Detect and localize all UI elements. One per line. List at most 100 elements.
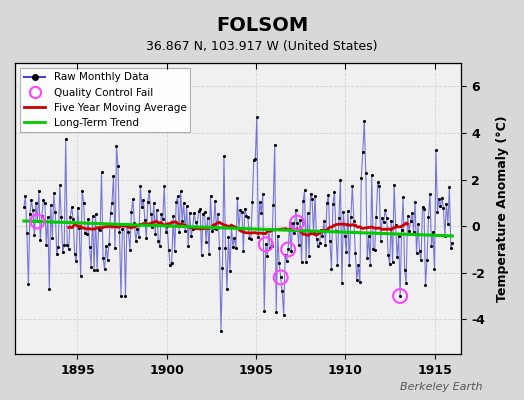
Point	[341, 232, 349, 239]
Point	[184, 243, 192, 249]
Point	[254, 234, 263, 240]
Point	[303, 210, 312, 216]
Point	[223, 286, 231, 292]
Point	[123, 221, 131, 227]
Point	[96, 227, 104, 234]
Point	[170, 248, 179, 254]
Point	[405, 228, 413, 235]
Point	[266, 245, 275, 251]
Point	[120, 221, 128, 227]
Point	[60, 242, 69, 248]
Point	[84, 216, 92, 222]
Point	[395, 233, 403, 239]
Point	[187, 232, 195, 239]
Point	[132, 238, 140, 244]
Point	[199, 211, 208, 218]
Point	[315, 240, 324, 246]
Point	[227, 223, 236, 230]
Text: 36.867 N, 103.917 W (United States): 36.867 N, 103.917 W (United States)	[146, 40, 378, 53]
Point	[312, 236, 321, 242]
Point	[163, 222, 171, 229]
Point	[165, 247, 173, 253]
Point	[219, 265, 227, 271]
Point	[258, 191, 267, 197]
Point	[370, 247, 379, 253]
Point	[323, 200, 331, 206]
Point	[232, 245, 240, 251]
Point	[111, 245, 119, 252]
Point	[409, 228, 418, 235]
Point	[220, 153, 228, 160]
Point	[206, 193, 215, 199]
Point	[118, 226, 127, 232]
Point	[179, 199, 188, 206]
Point	[23, 230, 31, 236]
Point	[110, 173, 118, 179]
Point	[64, 246, 73, 252]
Point	[56, 182, 64, 188]
Point	[193, 224, 201, 231]
Point	[260, 308, 268, 314]
Point	[393, 254, 401, 260]
Point	[75, 224, 83, 231]
Point	[307, 190, 315, 197]
Point	[177, 188, 185, 194]
Point	[135, 233, 143, 240]
Point	[198, 252, 206, 258]
Point	[215, 245, 224, 251]
Point	[375, 183, 384, 189]
Point	[145, 188, 154, 195]
Point	[24, 281, 32, 288]
Point	[329, 201, 337, 207]
Point	[43, 214, 52, 220]
Point	[156, 243, 164, 250]
Point	[154, 238, 162, 244]
Point	[391, 222, 400, 228]
Point	[379, 218, 388, 225]
Point	[214, 210, 222, 217]
Point	[268, 242, 276, 249]
Point	[278, 288, 287, 294]
Point	[209, 224, 217, 231]
Point	[412, 250, 421, 256]
Point	[68, 204, 76, 210]
Point	[366, 262, 375, 268]
Point	[441, 233, 449, 240]
Point	[39, 197, 48, 204]
Point	[140, 216, 149, 223]
Point	[127, 209, 136, 216]
Point	[103, 257, 112, 263]
Point	[205, 251, 213, 257]
Point	[296, 217, 304, 224]
Point	[333, 262, 342, 268]
Point	[38, 213, 46, 219]
Point	[339, 208, 347, 215]
Point	[411, 199, 419, 205]
Point	[337, 280, 346, 286]
Point	[324, 192, 333, 198]
Point	[129, 196, 137, 202]
Point	[99, 255, 107, 262]
Point	[190, 210, 198, 216]
Point	[320, 218, 328, 225]
Point	[293, 219, 301, 226]
Y-axis label: Temperature Anomaly (°C): Temperature Anomaly (°C)	[496, 115, 509, 302]
Point	[354, 262, 363, 268]
Point	[436, 203, 445, 209]
Point	[416, 248, 424, 254]
Point	[138, 204, 146, 210]
Point	[66, 214, 74, 220]
Point	[217, 328, 225, 334]
Point	[73, 205, 82, 211]
Point	[387, 218, 395, 224]
Point	[381, 207, 389, 213]
Point	[386, 261, 394, 268]
Point	[326, 238, 334, 244]
Point	[230, 234, 238, 241]
Point	[121, 292, 129, 299]
Point	[101, 266, 109, 272]
Point	[26, 211, 34, 218]
Point	[41, 200, 49, 206]
Point	[42, 242, 50, 248]
Point	[85, 244, 94, 250]
